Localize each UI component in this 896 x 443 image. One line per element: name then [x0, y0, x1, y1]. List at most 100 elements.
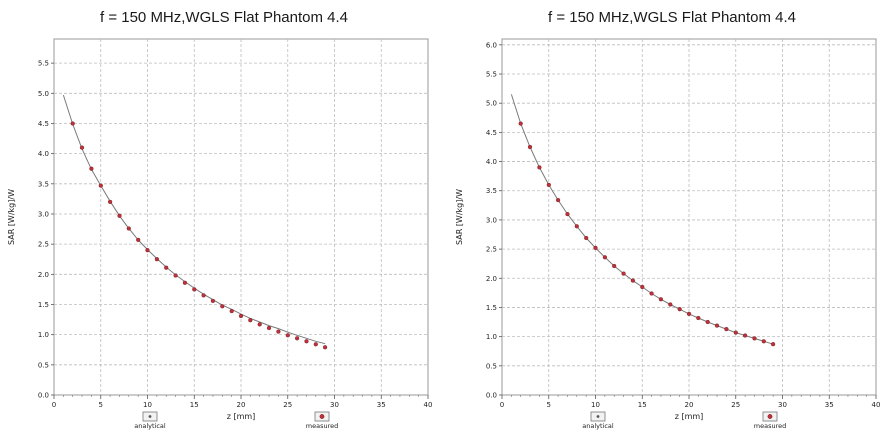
data-point-measured — [658, 297, 663, 302]
data-point-measured — [173, 273, 178, 278]
y-axis-title: SAR [W/kg]/W — [455, 189, 464, 245]
chart-title: f = 150 MHz,WGLS Flat Phantom 4.4 — [547, 9, 797, 26]
data-point-measured — [126, 226, 131, 231]
data-point-measured — [724, 327, 729, 332]
data-point-measured — [612, 263, 617, 269]
x-tick-label: 15 — [638, 401, 647, 409]
x-tick-label: 30 — [330, 401, 339, 409]
data-point-measured — [220, 304, 225, 309]
chart-plot-left: 0 5 10 15 20 25 30 35 40 0.0 0.5 1.0 1.5 2.0 2.5 3.0 3.5… — [7, 38, 433, 430]
data-point-measured — [117, 213, 122, 218]
data-point-measured — [733, 330, 738, 335]
y-tick-label: 5.5 — [486, 71, 497, 79]
data-point-measured — [705, 319, 710, 325]
y-axis-title: SAR [W/kg]/W — [7, 189, 16, 245]
x-tick-label: 5 — [99, 401, 103, 409]
chart-panel-right: f = 150 MHz,WGLS Flat Phantom 4.4 0 5 10 15… — [448, 0, 896, 443]
y-tick-label: 3.0 — [38, 210, 49, 218]
y-tick-label: 1.0 — [486, 333, 497, 341]
x-axis-title: z [mm] — [227, 412, 256, 421]
x-tick-label: 25 — [731, 401, 740, 409]
y-tick-label: 1.5 — [38, 301, 49, 309]
data-point-measured — [630, 278, 635, 283]
legend-marker-analytical — [596, 415, 600, 418]
y-tick-label: 0.0 — [486, 392, 497, 400]
y-tick-label: 0.5 — [486, 362, 497, 370]
data-point-measured — [229, 309, 234, 314]
data-point-measured — [295, 336, 300, 341]
chart-title: f = 150 MHz,WGLS Flat Phantom 4.4 — [99, 9, 349, 26]
data-point-measured — [518, 121, 523, 126]
data-point-measured — [555, 198, 561, 203]
data-point-measured — [752, 336, 757, 341]
data-point-measured — [574, 224, 579, 229]
data-point-measured — [145, 248, 150, 253]
y-tick-label: 5.5 — [38, 60, 49, 68]
data-point-measured — [527, 144, 533, 150]
data-point-measured — [107, 199, 113, 204]
x-tick-label: 40 — [872, 401, 881, 409]
data-point-measured — [677, 307, 682, 312]
data-point-measured — [164, 265, 169, 270]
x-tick-label: 15 — [190, 401, 199, 409]
data-point-measured — [238, 313, 244, 319]
y-tick-label: 2.0 — [38, 271, 49, 279]
data-point-measured — [192, 287, 197, 292]
x-tick-label: 20 — [237, 401, 246, 409]
chart-plot-right: 0 5 10 15 20 25 30 35 40 0.0 0.5 1.0 1.5 2.0 2.5 3.0 3.5… — [455, 38, 881, 430]
y-tick-label: 4.0 — [38, 150, 49, 158]
x-tick-label: 10 — [591, 401, 600, 409]
data-point-measured — [266, 325, 272, 331]
x-tick-label: 10 — [143, 401, 152, 409]
data-point-measured — [248, 318, 253, 323]
y-tick-label: 6.0 — [486, 41, 497, 49]
data-point-measured — [668, 302, 673, 307]
data-point-measured — [584, 235, 589, 241]
y-tick-label: 5.0 — [38, 90, 49, 98]
x-axis-title: z [mm] — [675, 412, 704, 421]
data-point-measured — [70, 121, 75, 126]
y-tick-label: 0.5 — [38, 361, 49, 369]
legend-label: analytical — [582, 422, 614, 430]
data-point-measured — [537, 165, 542, 170]
data-point-measured — [136, 237, 141, 242]
data-point-measured — [89, 166, 94, 171]
x-tick-label: 35 — [825, 401, 834, 409]
data-point-measured — [276, 329, 281, 334]
y-tick-label: 1.5 — [486, 304, 497, 312]
y-tick-label: 4.5 — [486, 129, 497, 137]
y-tick-label: 3.5 — [38, 180, 49, 188]
data-point-measured — [771, 342, 776, 347]
y-tick-label: 4.0 — [486, 158, 497, 166]
y-tick-label: 2.5 — [486, 246, 497, 254]
data-point-measured — [649, 291, 654, 296]
data-point-measured — [210, 298, 215, 303]
x-tick-label: 20 — [685, 401, 694, 409]
data-point-measured — [323, 345, 328, 350]
y-tick-label: 5.0 — [486, 100, 497, 108]
x-tick-label: 40 — [424, 401, 433, 409]
legend-label: analytical — [134, 422, 166, 430]
y-tick-label: 3.0 — [486, 216, 497, 224]
legend-marker-measured — [319, 414, 325, 419]
data-point-measured — [304, 339, 309, 344]
legend-marker-measured — [767, 414, 773, 419]
x-tick-label: 25 — [283, 401, 292, 409]
data-point-measured — [714, 323, 720, 328]
x-tick-label: 35 — [377, 401, 386, 409]
legend-marker-analytical — [148, 415, 152, 418]
x-tick-label: 0 — [52, 401, 56, 409]
data-point-measured — [621, 271, 626, 276]
y-tick-label: 4.5 — [38, 120, 49, 128]
data-point-measured — [593, 245, 598, 250]
data-point-measured — [546, 182, 551, 187]
data-point-measured — [686, 311, 692, 316]
data-point-measured — [79, 145, 85, 150]
data-point-measured — [313, 342, 318, 347]
data-point-measured — [182, 280, 187, 285]
y-tick-label: 3.5 — [486, 187, 497, 195]
data-point-measured — [565, 212, 570, 217]
data-point-measured — [154, 257, 159, 262]
x-tick-label: 0 — [500, 401, 504, 409]
data-point-measured — [602, 255, 607, 260]
